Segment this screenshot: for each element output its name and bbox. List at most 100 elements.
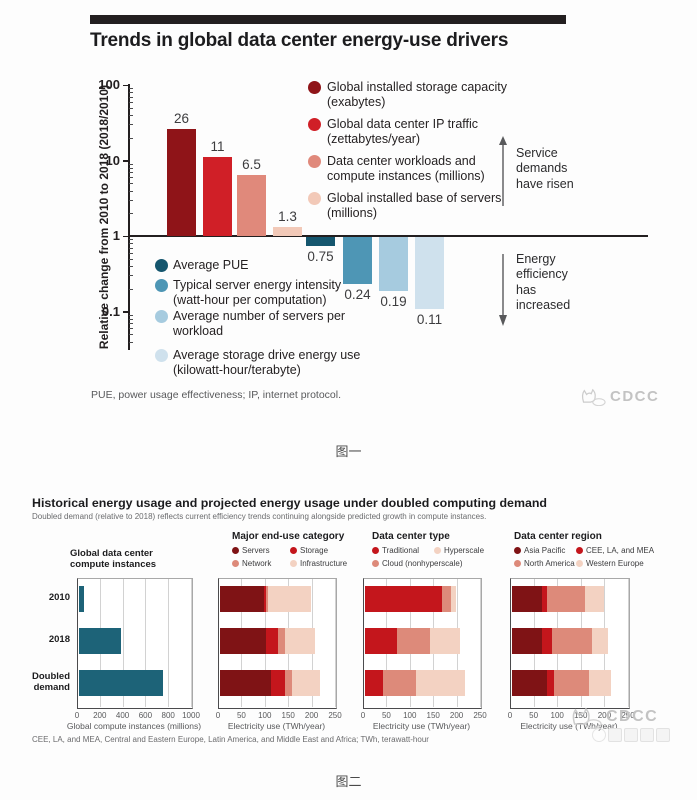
stacked-bar-segment (292, 670, 321, 696)
y-minor-tick (129, 213, 133, 215)
y-minor-tick (129, 275, 133, 277)
stacked-bar-segment (219, 670, 271, 696)
y-minor-tick (129, 258, 133, 260)
grid-line (480, 579, 481, 707)
y-major-tick (123, 311, 129, 313)
x-tick-label: 100 (258, 711, 272, 720)
figure1-annotation-efficiency: Energy efficiency has increased (516, 252, 571, 312)
x-tick-label: 50 (529, 711, 539, 720)
legend-dot (232, 560, 239, 567)
figure1-plot-area: 100 10 1 0.1 26 11 6.5 1.3 0.75 0.24 0.19 0.11 Globa… (98, 77, 648, 377)
legend-item: Western Europe (576, 559, 644, 568)
stacked-bar-segment (265, 586, 268, 612)
y-minor-tick (129, 318, 133, 320)
y-minor-tick (129, 328, 133, 330)
stacked-bar-segment (263, 586, 266, 612)
stacked-bar-segment (267, 586, 311, 612)
stacked-bar-segment (219, 586, 264, 612)
legend-item-label: Global installed base of servers (millio… (327, 191, 502, 220)
figure2-subtitle: Doubled demand (relative to 2018) reflec… (32, 512, 487, 521)
stacked-bar-segment (78, 628, 121, 654)
panel-x-axis-label: Electricity use (TWh/year) (227, 721, 326, 731)
legend-dot (155, 349, 168, 362)
y-minor-tick (129, 163, 133, 165)
bar-value-label: 0.75 (307, 249, 334, 265)
panel-x-axis-label: Global compute instances (millions) (66, 721, 202, 731)
y-minor-tick (129, 183, 133, 185)
y-minor-tick (129, 137, 133, 139)
legend-dot (372, 547, 379, 554)
figure1-baseline (128, 235, 648, 237)
stacked-bar-segment (511, 628, 543, 654)
x-tick-label: 100 (403, 711, 417, 720)
legend-item-label: Cloud (nonhyperscale) (382, 559, 463, 568)
stacked-bar-segment (78, 586, 85, 612)
y-minor-tick (129, 167, 133, 169)
arrow-down-icon (499, 254, 507, 326)
watermark-cdcc-bottom: CDCC (568, 704, 658, 729)
stacked-bar-segment (364, 586, 442, 612)
bar-efficiency (415, 237, 444, 310)
legend-item-label: Storage (300, 546, 329, 555)
x-tick-label: 100 (550, 711, 564, 720)
stacked-bar-segment (266, 628, 278, 654)
legend-dot (576, 560, 583, 567)
stacked-bar-segment (430, 628, 461, 654)
legend-item-label: Asia Pacific (524, 546, 566, 555)
legend-dot (372, 560, 379, 567)
cdcc-logo-cat-icon (581, 388, 606, 406)
y-minor-tick (129, 239, 133, 241)
stacked-bar-segment (278, 628, 286, 654)
figure2-title: Historical energy usage and projected en… (32, 496, 547, 510)
stacked-bar-segment (78, 670, 163, 696)
bar-value-label: 0.24 (344, 286, 371, 302)
figure1-annotation-service: Service demands have risen (516, 146, 574, 191)
grid-line (335, 579, 336, 707)
y-minor-tick (129, 177, 133, 179)
stacked-bar-segment (553, 670, 590, 696)
y-minor-tick (129, 92, 133, 94)
stacked-bar-segment (285, 670, 293, 696)
bar-value-label: 0.19 (380, 294, 407, 310)
stacked-bar-segment (270, 670, 285, 696)
stacked-bar-segment (551, 628, 592, 654)
legend-dot (308, 192, 321, 205)
legend-item: Asia Pacific (514, 546, 565, 555)
panel-title: compute instances (70, 559, 157, 570)
watermark-ghost-text (592, 728, 670, 742)
stacked-bar-segment (591, 628, 609, 654)
stacked-bar-segment (383, 670, 416, 696)
stacked-bar-segment (364, 670, 384, 696)
legend-item: Hyperscale (434, 546, 484, 555)
bar-efficiency (306, 237, 335, 247)
y-minor-tick (129, 124, 133, 126)
row-label: Doubled demand (32, 671, 70, 693)
legend-item-label: CEE, LA, and MEA (586, 546, 655, 555)
legend-dot (232, 547, 239, 554)
stacked-bar-segment (511, 670, 547, 696)
legend-dot (308, 81, 321, 94)
y-minor-tick (129, 199, 133, 201)
legend-dot (308, 118, 321, 131)
panel-title: Global data center (70, 548, 153, 559)
stacked-bar-segment (546, 586, 585, 612)
legend-item-label: Typical server energy intensity (watt-ho… (173, 278, 342, 307)
x-tick-label: 50 (381, 711, 391, 720)
x-tick-label: 0 (507, 711, 513, 720)
legend-dot (290, 547, 297, 554)
bar-value-label: 11 (210, 139, 225, 155)
legend-dot (434, 547, 441, 554)
legend-item-label: Average storage drive energy use (kilowa… (173, 348, 361, 377)
stacked-bar-segment (511, 586, 543, 612)
arrow-up-icon (499, 136, 507, 206)
panel-header: Data center type (372, 531, 450, 542)
y-minor-tick (129, 88, 133, 90)
legend-dot (514, 560, 521, 567)
x-tick-label: 250 (621, 711, 635, 720)
legend-item-label: Traditional (382, 546, 420, 555)
y-tick-label: 0.1 (101, 303, 120, 319)
y-minor-tick (129, 334, 133, 336)
y-minor-tick (129, 252, 133, 254)
x-tick-label: 400 (115, 711, 130, 720)
